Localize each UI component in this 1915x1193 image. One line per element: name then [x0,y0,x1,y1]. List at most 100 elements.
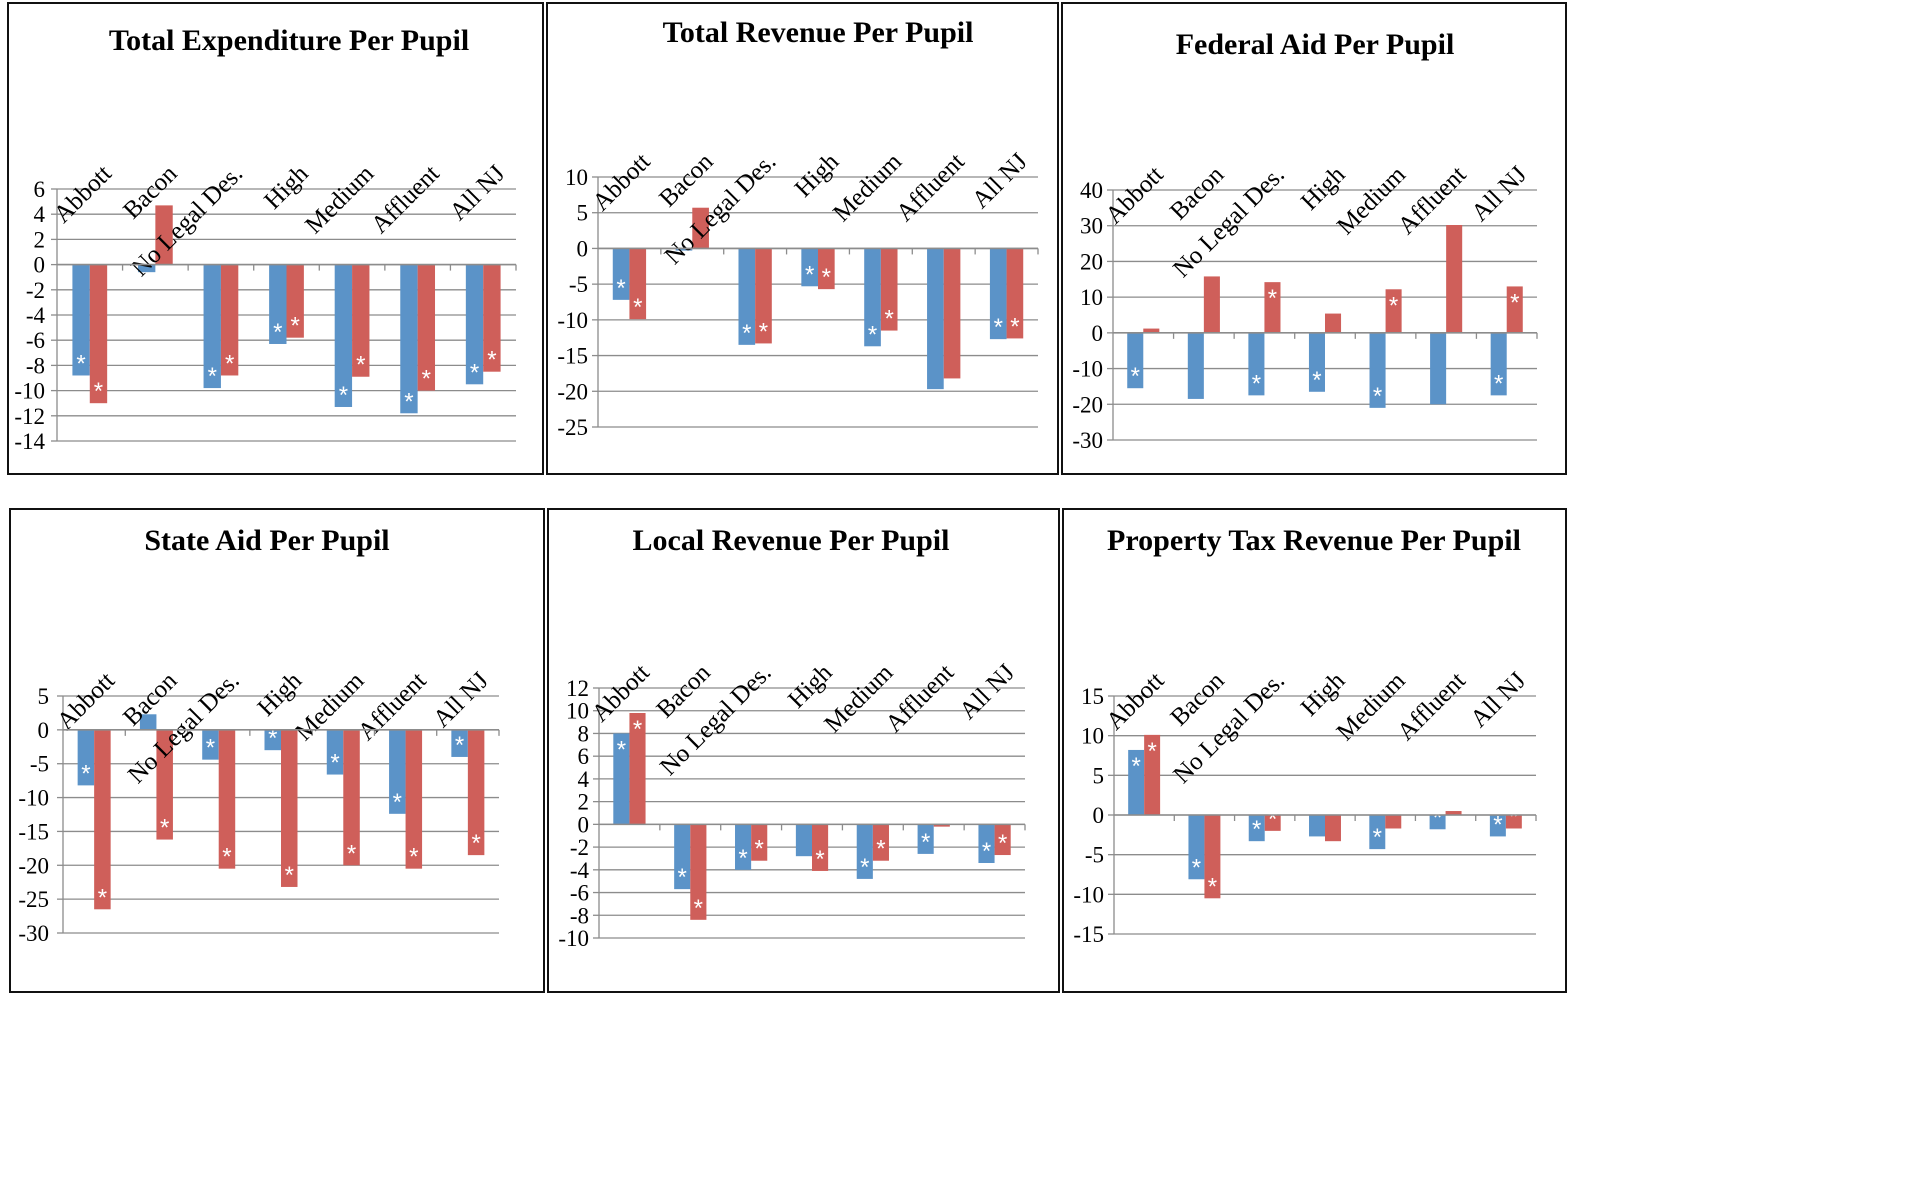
y-tick-label: 5 [577,201,589,226]
y-tick-label: 0 [577,236,589,261]
significance-marker: * [1131,753,1140,780]
significance-marker: * [885,306,894,333]
significance-marker: * [994,314,1003,341]
category-label: Medium [828,148,907,227]
bar-series-1 [1248,815,1265,842]
bar-series-1 [1369,332,1386,408]
category-label: Affluent [1392,667,1471,746]
bar-series-2 [343,729,360,866]
y-tick-label: -25 [18,887,49,912]
y-tick-label: -2 [26,278,45,303]
bar-series-2 [417,264,436,391]
bar-series-1 [1309,815,1325,837]
bar-series-1 [856,824,873,879]
significance-marker: * [76,350,85,377]
panel-total-revenue: Total Revenue Per Pupil 10 5 0 -5 -10 -15 -20 -2… [546,2,1059,475]
bar-series-2 [405,729,423,869]
y-tick-label: 4 [34,202,46,227]
significance-marker: * [982,838,991,865]
significance-marker: * [268,725,277,752]
bar-series-2 [1203,276,1220,333]
significance-marker: * [94,378,103,405]
category-label: High [1296,161,1351,216]
significance-marker: * [455,732,464,759]
significance-marker: * [759,318,768,345]
y-tick-label: 0 [38,718,50,743]
bar-series-1 [1187,332,1204,399]
category-label: Abbott [1101,161,1169,229]
significance-marker: * [1208,873,1217,900]
significance-marker: * [1373,383,1382,410]
y-tick-label: 4 [578,767,590,792]
significance-marker: * [1373,824,1382,851]
significance-marker: * [409,844,418,871]
significance-marker: * [81,760,90,787]
category-label: High [783,659,838,714]
chart-title: Local Revenue Per Pupil [633,524,950,557]
y-tick-label: -15 [18,819,49,844]
bar-series-1 [72,264,90,376]
category-label: Affluent [891,148,970,227]
bar-series-2 [286,264,304,338]
y-tick-label: -10 [1072,357,1103,382]
significance-marker: * [98,884,107,911]
significance-marker: * [633,716,642,743]
bar-series-1 [1308,332,1325,392]
y-tick-label: -6 [570,881,589,906]
significance-marker: * [1268,285,1277,312]
bar-series-2 [218,729,236,869]
category-label: All NJ [1466,161,1532,227]
bar-series-2 [483,264,501,372]
bar-series-2 [1506,286,1523,333]
y-tick-label: -4 [570,858,590,883]
bar-series-1 [917,824,934,854]
significance-marker: * [617,736,626,763]
y-tick-label: 0 [1092,321,1104,346]
y-tick-label: 10 [565,165,588,190]
category-label: High [1296,667,1351,722]
bar-series-1 [735,824,752,870]
significance-marker: * [1268,806,1277,833]
y-tick-label: -2 [570,835,589,860]
y-tick-label: -6 [26,328,45,353]
bar-series-2 [1006,248,1024,339]
significance-marker: * [206,735,215,762]
significance-marker: * [1509,803,1518,830]
category-label: High [790,148,845,203]
chart-svg: Local Revenue Per Pupil 121086420-2-4-6-8… [558,524,1026,951]
bar-series-2 [1204,815,1221,899]
bar-series-2 [1385,815,1402,829]
chart-svg: Property Tax Revenue Per Pupil 15 10 5 0 -5 -1… [1073,524,1537,947]
category-label: Abbott [1101,667,1169,735]
bar-series-1 [137,264,156,273]
significance-marker: * [1010,313,1019,340]
bar-series-2 [1144,734,1161,815]
y-tick-label: -10 [558,926,589,951]
y-tick-label: 2 [34,227,46,252]
significance-marker: * [805,261,814,288]
bar-series-1 [400,264,418,414]
bar-series-1 [1489,815,1506,837]
bar-series-2 [281,729,298,887]
significance-marker: * [356,352,365,379]
significance-marker: * [921,829,930,856]
significance-marker: * [1192,854,1201,881]
bar-series-2 [1264,282,1281,333]
significance-marker: * [330,750,339,777]
y-tick-label: -5 [569,272,588,297]
significance-marker: * [471,830,480,857]
bar-series-1 [801,248,818,287]
category-label: Affluent [366,160,445,239]
significance-marker: * [742,320,751,347]
significance-marker: * [998,830,1007,857]
y-tick-label: 0 [1093,803,1105,828]
y-tick-label: -10 [14,379,45,404]
significance-marker: * [860,854,869,881]
bar-series-1 [326,729,344,775]
significance-marker: * [1494,370,1503,397]
bar-series-2 [629,713,646,825]
significance-marker: * [868,321,877,348]
bar-series-1 [334,264,353,407]
bar-series-1 [389,729,406,814]
panel-state-aid: State Aid Per Pupil 5 0 -5 -10 -15 -20 -25 -30 * *… [9,508,545,993]
